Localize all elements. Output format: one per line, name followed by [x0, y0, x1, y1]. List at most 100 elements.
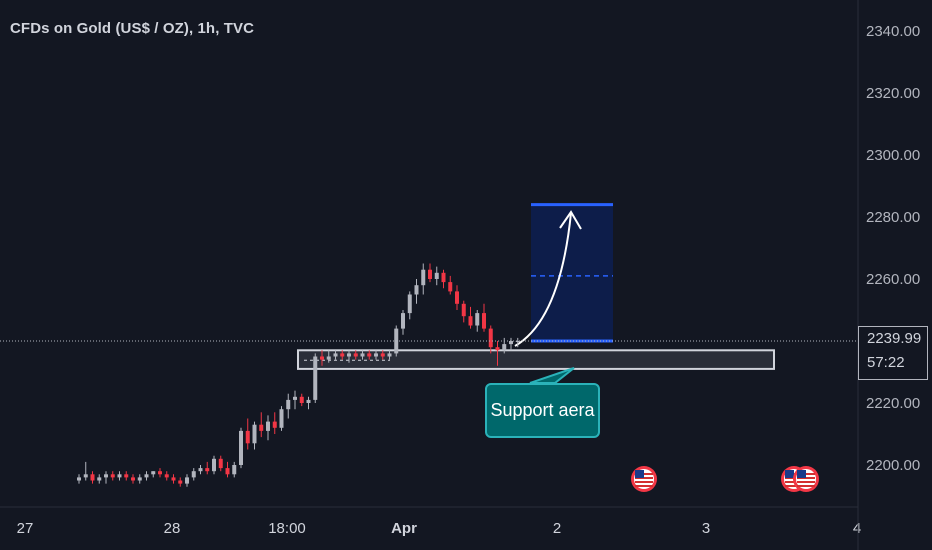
candle-body [110, 474, 115, 478]
price-tag: 2239.99 57:22 [858, 326, 928, 380]
candle-body [468, 316, 473, 326]
price-tick-label: 2340.00 [866, 23, 920, 40]
candle-body [293, 396, 297, 400]
candle-body [482, 313, 486, 329]
candle-body [279, 409, 284, 428]
candle-body [245, 430, 250, 444]
price-tick-label: 2300.00 [866, 147, 920, 164]
price-tick-label: 2260.00 [866, 271, 920, 288]
candle-body [205, 468, 210, 472]
flag-stripe [635, 481, 653, 483]
flag-canton [797, 470, 806, 478]
time-tick-label: Apr [391, 520, 417, 537]
candle-body [428, 269, 432, 279]
candle-body [185, 477, 189, 484]
candle-body [455, 291, 459, 304]
price-tick-label: 2280.00 [866, 209, 920, 226]
candle-body [367, 353, 372, 357]
candle-body [117, 474, 122, 478]
candle-body [77, 477, 81, 481]
price-tick-label: 2320.00 [866, 85, 920, 102]
candle-body [232, 465, 237, 475]
candle-body [421, 269, 426, 286]
candle-body [380, 353, 385, 357]
candle-body [212, 458, 216, 472]
candle-body [266, 421, 270, 431]
support-callout-label: Support aera [490, 400, 595, 420]
chart-title: CFDs on Gold (US$ / OZ), 1h, TVC [10, 20, 255, 37]
time-tick-label: 28 [164, 520, 181, 537]
price-tick-label: 2220.00 [866, 395, 920, 412]
candle-body [124, 474, 129, 478]
current-price-label: 2239.99 [867, 330, 922, 347]
support-zone-rect [297, 349, 775, 370]
candle-body [320, 356, 324, 360]
candle-body [83, 474, 88, 478]
price-axis[interactable]: 2200.002220.002240.002260.002280.002300.… [866, 23, 920, 474]
flag-stripe [797, 481, 815, 483]
candle-body [178, 480, 183, 484]
candle-body [104, 474, 108, 478]
candle-body [90, 474, 95, 481]
flag-stripe [635, 485, 653, 487]
candle-body [475, 313, 480, 326]
candle-body [218, 458, 223, 469]
candle-body [509, 341, 513, 345]
candle-body [374, 353, 378, 357]
candle-body [131, 477, 135, 481]
event-markers[interactable] [631, 466, 819, 492]
drawing-layer[interactable] [297, 203, 775, 384]
time-tick-label: 4 [853, 520, 861, 537]
candle-body [306, 399, 311, 403]
candle-body [441, 272, 446, 283]
flag-canton [785, 470, 794, 478]
time-tick-label: 18:00 [268, 520, 306, 537]
candle-body [414, 285, 419, 295]
candle-body [461, 303, 466, 317]
candle-body [340, 353, 345, 357]
candle-body [448, 282, 453, 292]
time-tick-label: 3 [702, 520, 710, 537]
candle-body [407, 294, 412, 314]
candle-body [353, 353, 358, 357]
candle-body [286, 399, 291, 410]
flag-stripe [785, 485, 803, 487]
candle-body [137, 477, 142, 481]
candle-body [502, 344, 507, 351]
us-flag-icon[interactable] [793, 466, 819, 492]
candle-body [326, 356, 331, 360]
callout-pointer [529, 367, 575, 384]
candle-body [495, 347, 500, 351]
candle-body [252, 424, 257, 444]
candle-body [347, 353, 351, 357]
flag-stripe [797, 485, 815, 487]
support-callout[interactable]: Support aera [485, 383, 600, 438]
bar-countdown: 57:22 [867, 354, 905, 371]
candle-body [272, 421, 277, 428]
candle-body [488, 328, 493, 348]
time-axis[interactable]: 27 28 18:00 Apr 2 3 4 [17, 520, 862, 537]
candle-body [401, 313, 405, 329]
candle-body [299, 396, 304, 403]
target-box-rect [531, 204, 613, 341]
time-tick-label: 2 [553, 520, 561, 537]
price-tick-label: 2200.00 [866, 457, 920, 474]
candle-body [144, 474, 149, 478]
candle-body [360, 353, 365, 357]
candle-body [191, 471, 196, 478]
candle-body [151, 471, 156, 475]
candle-body [259, 424, 264, 431]
projection-arrow [514, 212, 572, 347]
flag-canton [635, 470, 644, 478]
candle-body [387, 353, 392, 357]
candle-body [239, 430, 243, 465]
candle-body [97, 477, 102, 481]
candle-body [434, 272, 439, 279]
us-flag-icon[interactable] [631, 466, 657, 492]
candle-body [158, 471, 162, 475]
candle-body [198, 468, 203, 472]
candle-body [515, 341, 520, 342]
candle-body [225, 468, 230, 475]
candle-series[interactable] [77, 263, 520, 487]
